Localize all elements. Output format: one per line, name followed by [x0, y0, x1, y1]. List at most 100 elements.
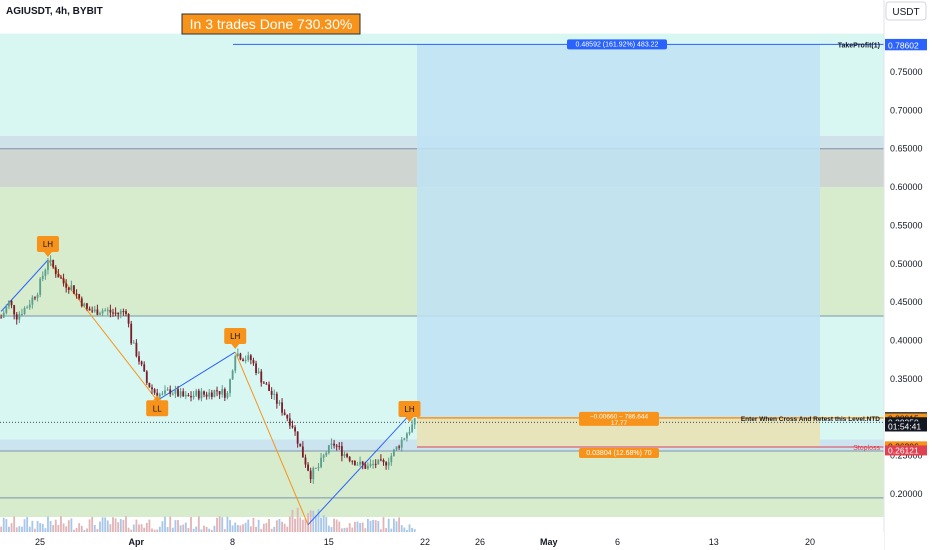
zone-lower-green [0, 451, 884, 498]
candle-body [93, 309, 96, 312]
candle-body [288, 418, 291, 426]
volume-bar [65, 526, 68, 532]
volume-bar [122, 519, 125, 532]
y-tick-label: 0.20000 [890, 489, 923, 499]
candle-body [359, 461, 362, 465]
candle-body [75, 293, 78, 295]
candle-body [10, 300, 13, 306]
volume-bar [299, 517, 302, 532]
volume-bar [255, 526, 257, 532]
price-axis[interactable]: 0.200000.250000.300000.350000.400000.450… [883, 0, 932, 550]
volume-bar [0, 526, 3, 532]
volume-bar [283, 523, 286, 532]
volume-bar [221, 517, 224, 532]
candle-body [307, 464, 309, 471]
candle-body [322, 455, 325, 458]
volume-bar [275, 520, 278, 532]
headline-text: In 3 trades Done 730.30% [190, 16, 353, 32]
volume-bar [106, 520, 109, 532]
candle-body [330, 443, 333, 446]
volume-bar [244, 522, 247, 532]
candle-body [257, 371, 260, 373]
volume-bar [374, 520, 377, 532]
volume-bar [114, 518, 117, 532]
candle-body [153, 389, 156, 393]
volume-bar [80, 525, 83, 532]
volume-bar [195, 526, 198, 532]
target-label: 0.48592 (161.92%) 483.22 [576, 41, 659, 48]
volume-bar [286, 526, 289, 532]
volume-bar [101, 517, 104, 532]
time-axis-bg [0, 532, 884, 550]
volume-bar [70, 518, 73, 532]
pattern-label-pointer [43, 251, 52, 257]
trend-line [234, 351, 309, 525]
candle-body [231, 370, 234, 380]
candle-body [184, 395, 187, 397]
volume-bar [158, 526, 161, 532]
symbol-line[interactable]: AGIUSDT, 4h, BYBIT [6, 6, 103, 17]
pattern-label-box [36, 235, 59, 252]
volume-bar [249, 526, 252, 532]
volume-bar [13, 516, 16, 532]
candle-body [21, 314, 23, 316]
volume-bar [361, 522, 364, 532]
candle-body [91, 310, 94, 312]
volume-bar [47, 516, 49, 532]
candle-body [57, 274, 60, 278]
candle-body [5, 306, 8, 313]
volume-bar [320, 517, 322, 532]
candle-body [145, 371, 148, 383]
candle-body [398, 446, 401, 448]
candle-body [104, 310, 107, 312]
volume-bar [312, 510, 315, 532]
candle-body [275, 393, 278, 404]
candlesticks [0, 255, 416, 484]
volume-bar [135, 519, 138, 532]
candle-body [403, 438, 406, 440]
volume-bar [257, 519, 260, 532]
candle-body [348, 456, 351, 461]
y-tick-label: 0.65000 [890, 144, 923, 154]
pattern-labels: LH LL LH LH [36, 235, 421, 422]
candle-body [273, 393, 276, 395]
candle-body [65, 283, 68, 288]
candle-body [338, 446, 341, 448]
candle-body [325, 452, 328, 456]
candle-body [390, 455, 393, 463]
candle-body [151, 387, 153, 390]
volume-histogram [0, 507, 416, 532]
y-tick-label: 0.50000 [890, 259, 923, 269]
time-axis[interactable]: 25 Apr 8 15 22 26 May 6 13 20 [0, 532, 884, 550]
volume-bar [31, 520, 34, 532]
volume-bar [104, 517, 107, 532]
stop-label: 0.03804 (12.68%) 70 [586, 450, 651, 457]
volume-bar [39, 523, 42, 532]
candle-body [26, 307, 29, 309]
currency-button[interactable] [885, 1, 927, 21]
candle-body [213, 390, 216, 397]
candle-body [283, 412, 286, 415]
candle-body [171, 393, 174, 395]
y-tick-label: 0.60000 [890, 182, 923, 192]
candle-body [195, 390, 198, 396]
candle-body [312, 468, 315, 480]
volume-bar [187, 528, 190, 532]
price-tag-box [885, 421, 927, 432]
volume-bar [156, 529, 159, 532]
candle-body [385, 462, 388, 466]
volume-bar [359, 522, 362, 532]
target-zone [417, 44, 820, 418]
volume-bar [395, 521, 398, 532]
candle-body [2, 312, 5, 318]
enter-text: Enter When Cross And Retest this Level.N… [741, 416, 880, 423]
long-position-tool[interactable]: 0.48592 (161.92%) 483.22 −0.00660 − 786.6… [0, 39, 884, 459]
candle-body [70, 285, 73, 290]
y-tick-label: 0.45000 [890, 297, 923, 307]
candle-body [327, 445, 330, 453]
volume-bar [205, 526, 208, 532]
volume-bar [353, 521, 356, 532]
volume-bar [325, 517, 328, 532]
volume-bar [41, 523, 44, 532]
